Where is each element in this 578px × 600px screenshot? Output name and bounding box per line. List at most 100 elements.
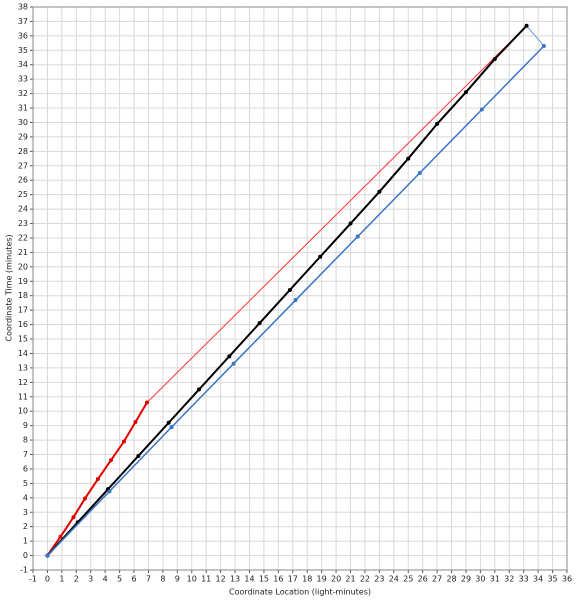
y-tick-label: 19 (18, 277, 28, 286)
point (463, 90, 468, 95)
plot-frame (32, 6, 568, 571)
x-tick-label: 34 (533, 575, 543, 584)
point (355, 234, 360, 239)
point (145, 400, 150, 405)
y-tick-label: 33 (18, 75, 28, 84)
y-tick-label: 36 (18, 31, 28, 40)
y-tick-label: 7 (23, 450, 28, 459)
x-tick-label: 22 (360, 575, 370, 584)
x-tick-label: 2 (74, 575, 79, 584)
point (231, 361, 236, 366)
point (318, 254, 323, 259)
y-tick-label: 30 (18, 118, 28, 127)
y-tick-label: 24 (18, 205, 28, 214)
y-tick-label: 5 (23, 479, 28, 488)
point (377, 189, 382, 194)
point (541, 43, 546, 48)
point (348, 221, 353, 226)
y-tick-label: 3 (23, 508, 28, 517)
x-tick-label: 0 (45, 575, 50, 584)
x-tick-label: 16 (273, 575, 283, 584)
y-tick-label: 34 (18, 60, 28, 69)
x-tick-label: 1 (59, 575, 64, 584)
point (95, 477, 100, 482)
y-tick-label: 26 (18, 176, 28, 185)
x-tick-label: 36 (562, 575, 572, 584)
x-tick-label: 10 (187, 575, 197, 584)
series-line (526, 25, 545, 47)
y-tick-label: 11 (18, 392, 28, 401)
point (196, 387, 201, 392)
x-tick-label: 8 (160, 575, 165, 584)
x-tick-label: 33 (519, 575, 529, 584)
y-tick-label: 37 (18, 17, 28, 26)
y-tick-label: 21 (18, 248, 28, 257)
y-tick-label: 12 (18, 378, 28, 387)
x-tick-label: 4 (103, 575, 108, 584)
point (479, 107, 484, 112)
y-tick-label: 22 (18, 233, 28, 242)
series-line (146, 25, 527, 403)
y-tick-label: 29 (18, 132, 28, 141)
y-tick-label: 8 (23, 436, 28, 445)
x-tick-label: 27 (432, 575, 442, 584)
point (133, 420, 138, 425)
point (108, 458, 113, 463)
x-tick-label: 14 (244, 575, 254, 584)
x-tick-label: 23 (374, 575, 384, 584)
y-tick-label: 13 (18, 363, 28, 372)
x-tick-label: 18 (302, 575, 312, 584)
point (121, 439, 126, 444)
y-tick-label: 4 (23, 493, 28, 502)
point (293, 298, 298, 303)
x-tick-label: 24 (389, 575, 399, 584)
x-tick-label: 7 (146, 575, 151, 584)
x-tick-label: 9 (175, 575, 180, 584)
point (58, 534, 63, 539)
y-tick-label: 27 (18, 161, 28, 170)
x-tick-label: 21 (345, 575, 355, 584)
y-tick-label: 35 (18, 46, 28, 55)
point (169, 425, 174, 430)
point (71, 515, 76, 520)
y-tick-label: 0 (23, 551, 28, 560)
point (287, 287, 292, 292)
point (492, 56, 497, 61)
point (435, 121, 440, 126)
x-tick-label: 31 (490, 575, 500, 584)
y-tick-label: 10 (18, 407, 28, 416)
point (166, 420, 171, 425)
y-tick-label: 6 (23, 464, 28, 473)
x-tick-label: 3 (88, 575, 93, 584)
y-tick-label: 1 (23, 537, 28, 546)
x-tick-label: -1 (29, 575, 37, 584)
y-tick-label: 15 (18, 335, 28, 344)
y-tick-label: 17 (18, 306, 28, 315)
x-tick-label: 29 (461, 575, 471, 584)
x-tick-label: 35 (547, 575, 557, 584)
point (227, 354, 232, 359)
y-tick-label: 38 (18, 3, 28, 12)
y-axis-label: Coordinate Time (minutes) (5, 234, 14, 341)
x-tick-label: 26 (418, 575, 428, 584)
y-tick-label: 31 (18, 104, 28, 113)
point (136, 453, 141, 458)
y-tick-label: 25 (18, 190, 28, 199)
point (257, 321, 262, 326)
y-tick-label: 18 (18, 291, 28, 300)
x-tick-label: 17 (288, 575, 298, 584)
y-tick-label: 2 (23, 522, 28, 531)
y-tick-label: 32 (18, 89, 28, 98)
point (45, 553, 50, 558)
x-tick-label: 13 (230, 575, 240, 584)
y-tick-label: 28 (18, 147, 28, 156)
y-tick-label: 16 (18, 320, 28, 329)
x-tick-label: 11 (201, 575, 211, 584)
y-tick-label: 14 (18, 349, 28, 358)
x-tick-label: 19 (317, 575, 327, 584)
point (82, 496, 87, 501)
x-tick-label: 6 (131, 575, 136, 584)
point (417, 171, 422, 176)
